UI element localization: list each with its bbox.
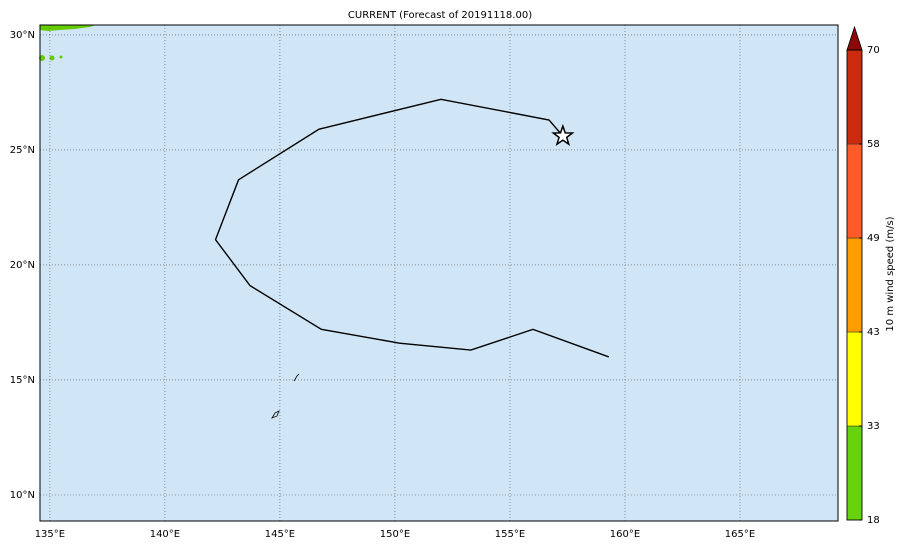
y-tick-label: 20°N xyxy=(10,260,35,271)
colorbar-segment xyxy=(846,49,863,145)
islands xyxy=(271,373,300,419)
colorbar-label: 10 m wind speed (m/s) xyxy=(885,216,896,331)
title: CURRENT (Forecast of 20191118.00) xyxy=(348,10,532,21)
x-tick-label: 165°E xyxy=(725,529,755,540)
y-tick-label: 10°N xyxy=(10,490,35,501)
colorbar-tick-label: 58 xyxy=(867,139,880,150)
colorbar-tick-label: 18 xyxy=(867,515,880,526)
colorbar-segment xyxy=(846,331,863,427)
x-tick-label: 150°E xyxy=(380,529,410,540)
colorbar-segment xyxy=(846,425,863,521)
x-tick-label: 160°E xyxy=(610,529,640,540)
colorbar-segment xyxy=(846,143,863,239)
y-tick-label: 30°N xyxy=(10,30,35,41)
ocean xyxy=(40,25,838,521)
y-tick-label: 15°N xyxy=(10,375,35,386)
x-tick-label: 155°E xyxy=(495,529,525,540)
map-frame xyxy=(39,24,839,522)
x-tick-label: 135°E xyxy=(35,529,65,540)
colorbar-segment xyxy=(846,237,863,333)
colorbar-tick-label: 43 xyxy=(867,327,880,338)
x-tick-label: 140°E xyxy=(150,529,180,540)
storm-track xyxy=(214,98,610,358)
colorbar-tick-label: 70 xyxy=(867,45,880,56)
colorbar-tick-label: 49 xyxy=(867,233,880,244)
colorbar-tick-label: 33 xyxy=(867,421,880,432)
colorbar-frame xyxy=(846,49,863,521)
y-tick-label: 25°N xyxy=(10,145,35,156)
colorbar-extension xyxy=(846,25,863,51)
current-position xyxy=(551,123,575,147)
x-tick-label: 145°E xyxy=(265,529,295,540)
